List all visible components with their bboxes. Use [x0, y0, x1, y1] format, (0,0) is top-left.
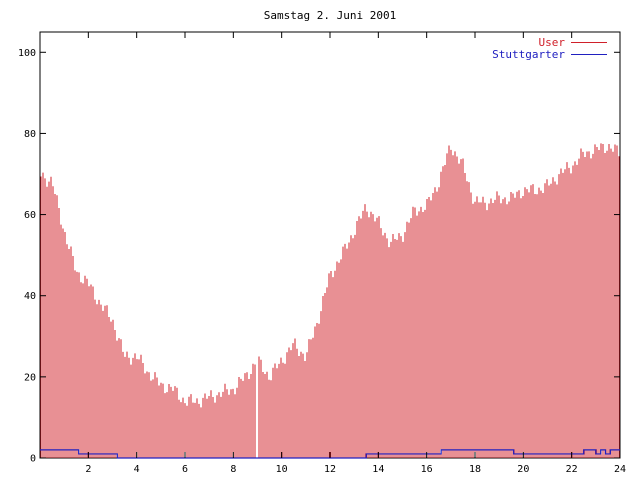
x-tick-label: 18 [469, 464, 481, 475]
x-tick-label: 6 [182, 464, 188, 475]
y-axis: 0 20 40 60 80 100 [18, 48, 620, 465]
x-tick-label: 10 [276, 464, 288, 475]
y-tick-label: 0 [30, 454, 36, 465]
legend-entry-user: User [539, 36, 566, 49]
x-tick-label: 20 [517, 464, 529, 475]
x-tick-label: 22 [566, 464, 578, 475]
x-tick-label: 2 [85, 464, 91, 475]
x-tick-label: 16 [421, 464, 433, 475]
x-tick-label: 4 [134, 464, 140, 475]
y-tick-label: 100 [18, 48, 36, 59]
x-axis: 2 4 6 8 10 12 14 16 18 20 22 24 [85, 32, 626, 475]
chart-title: Samstag 2. Juni 2001 [264, 9, 396, 22]
y-tick-label: 20 [24, 372, 36, 383]
y-tick-label: 80 [24, 129, 36, 140]
legend: User Stuttgarter [492, 36, 607, 61]
y-tick-label: 60 [24, 210, 36, 221]
stuttgarter-series-path [40, 449, 620, 459]
x-tick-label: 12 [324, 464, 336, 475]
x-tick-label: 14 [372, 464, 384, 475]
legend-entry-stuttgarter: Stuttgarter [492, 48, 565, 61]
x-tick-label: 24 [614, 464, 626, 475]
y-tick-label: 40 [24, 291, 36, 302]
user-series-bars [40, 143, 620, 458]
stuttgarter-series-line [40, 449, 620, 459]
x-tick-label: 8 [230, 464, 236, 475]
